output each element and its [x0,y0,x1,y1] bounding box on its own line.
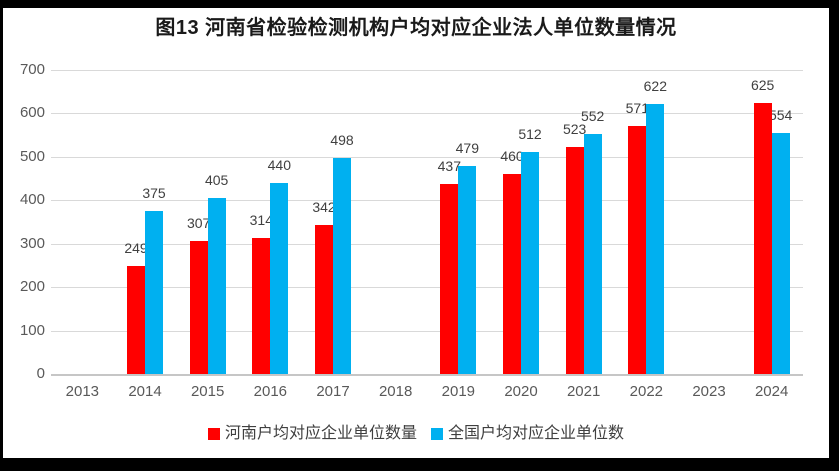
x-tick-label: 2019 [441,383,476,400]
gridline [51,330,803,332]
y-tick-label: 500 [19,147,45,165]
y-tick-label: 0 [36,365,45,382]
x-tick-label: 2014 [128,383,162,400]
bar-value-label: 314 [249,211,273,228]
bar-value-label: 437 [437,158,461,175]
bar-河南户均对应企业单位数量-2024 [753,102,772,374]
gridline [51,113,803,115]
bar-value-label: 307 [186,214,211,231]
legend-swatch-icon [431,428,443,440]
bar-全国户均对应企业单位数-2021 [583,134,602,374]
bar-value-label: 498 [330,131,354,148]
gridline [51,200,803,202]
bar-全国户均对应企业单位数-2014 [145,211,163,374]
bar-value-label: 249 [124,239,148,256]
legend-label: 全国户均对应企业单位数 [448,425,625,442]
gridline [51,287,803,289]
bar-value-label: 554 [768,107,793,124]
x-tick-label: 2017 [316,383,350,400]
bar-河南户均对应企业单位数量-2021 [565,146,584,374]
bar-全国户均对应企业单位数-2019 [458,165,477,374]
y-tick-label: 600 [19,104,45,122]
bar-value-label: 625 [750,76,775,93]
legend-swatch-icon [207,428,220,440]
bar-全国户均对应企业单位数-2015 [207,198,226,374]
bar-河南户均对应企业单位数量-2017 [315,225,333,374]
bar-value-label: 512 [518,125,542,142]
y-tick-label: 300 [19,234,45,252]
y-tick-label: 400 [19,191,45,209]
bar-河南户均对应企业单位数量-2015 [189,240,208,374]
legend-label: 河南户均对应企业单位数量 [224,425,417,442]
bar-河南户均对应企业单位数量-2019 [440,184,459,374]
x-tick-label: 2013 [65,383,100,400]
legend-item: 河南户均对应企业单位数量 [207,424,417,444]
x-tick-label: 2022 [629,383,664,400]
bar-value-label: 460 [500,148,524,165]
x-tick-label: 2024 [754,383,789,400]
x-tick-label: 2016 [253,383,288,400]
bar-value-label: 405 [204,172,229,189]
bar-value-label: 479 [455,139,479,156]
y-tick-label: 700 [19,61,45,78]
bar-value-label: 375 [142,185,166,202]
bar-全国户均对应企业单位数-2017 [333,157,351,374]
bar-value-label: 622 [643,77,667,94]
chart-title: 图13 河南省检验检测机构户均对应企业法人单位数量情况 [155,17,677,39]
x-axis-line [51,374,803,376]
bar-河南户均对应企业单位数量-2022 [628,126,647,374]
legend-item: 全国户均对应企业单位数 [431,424,624,444]
gridline [51,156,803,158]
bar-value-label: 571 [625,100,649,117]
bar-value-label: 342 [312,199,336,216]
x-tick-label: 2015 [190,383,225,400]
chart-canvas: 图13 河南省检验检测机构户均对应企业法人单位数量情况 249 307 314 342… [3,8,829,458]
gridline [51,243,803,245]
bar-全国户均对应企业单位数-2020 [521,151,539,374]
gridline [51,70,803,71]
bar-全国户均对应企业单位数-2022 [646,103,665,374]
bar-全国户均对应企业单位数-2016 [270,182,289,374]
x-tick-label: 2020 [504,383,538,400]
bar-河南户均对应企业单位数量-2016 [252,237,271,374]
bar-河南户均对应企业单位数量-2020 [503,174,521,374]
legend: 河南户均对应企业单位数量 全国户均对应企业单位数 [3,424,829,444]
x-tick-label: 2023 [692,383,726,400]
bar-value-label: 552 [580,108,605,125]
y-tick-label: 200 [19,278,45,296]
bar-value-label: 523 [562,120,587,137]
y-tick-label: 100 [19,321,45,339]
x-tick-label: 2018 [378,383,413,400]
bar-河南户均对应企业单位数量-2014 [127,265,145,374]
bar-全国户均对应企业单位数-2024 [771,133,790,374]
bar-value-label: 440 [267,156,291,173]
plot-area: 249 307 314 342 437 460 523 571 625 375 405 440 498 4… [51,70,803,376]
x-tick-label: 2021 [566,383,601,400]
